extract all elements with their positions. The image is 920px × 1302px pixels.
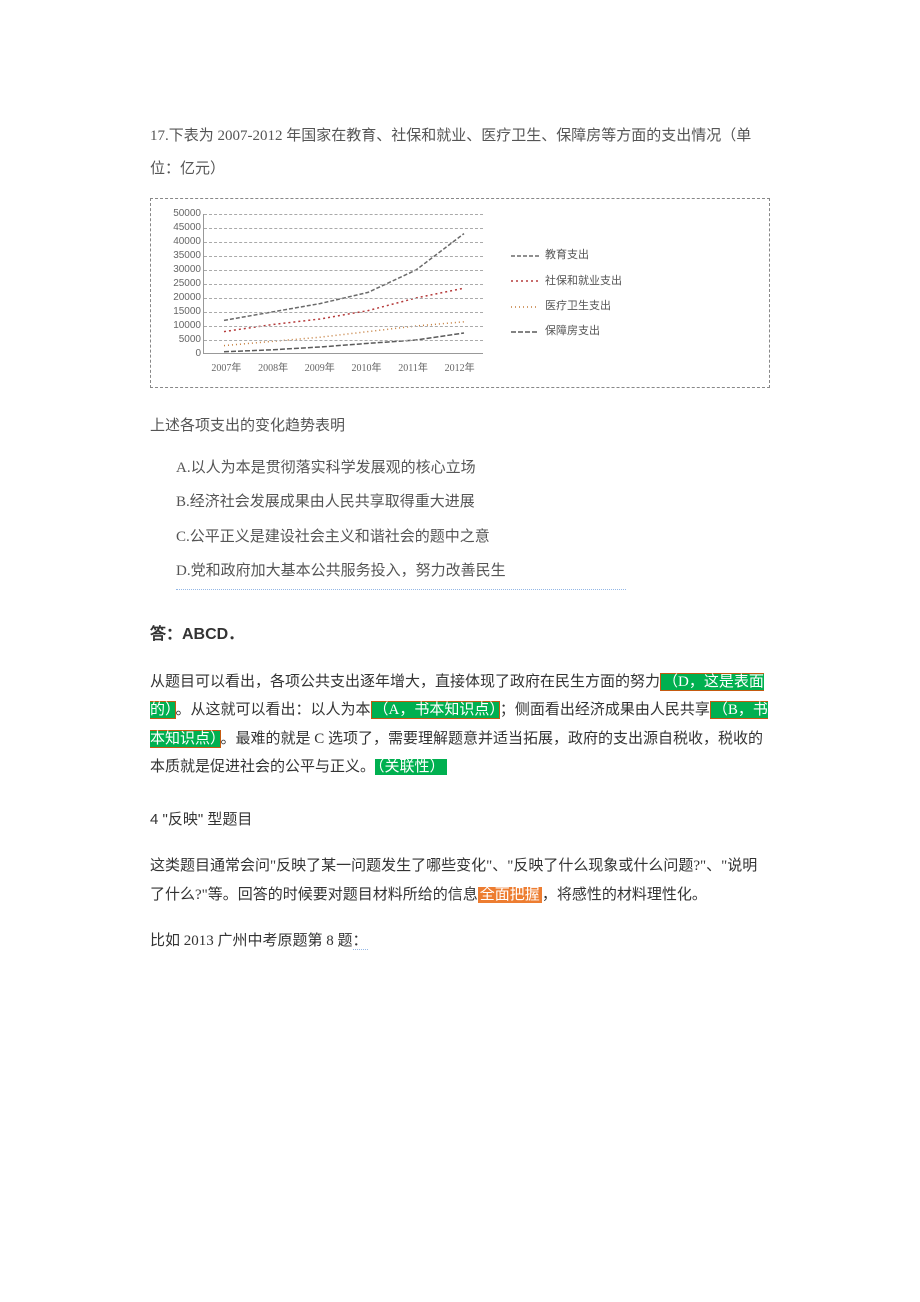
egref-p1: 比如 2013 广州中考原题第 8 题 [150,933,353,949]
ytick: 50000 [163,209,201,219]
exp-p3: ；侧面看出经济成果由人民共享 [500,702,710,718]
question-options: A.以人为本是贯彻落实科学发展观的核心立场 B.经济社会发展成果由人民共享取得重… [150,451,770,590]
exp-p1: 从题目可以看出，各项公共支出逐年增大，直接体现了政府在民生方面的努力 [150,674,660,690]
exp-hA: （A，书本知识点） [371,701,500,719]
ytick: 35000 [163,251,201,261]
ytick: 40000 [163,237,201,247]
egref-colon: ： [353,933,368,950]
option-b: B.经济社会发展成果由人民共享取得重大进展 [176,485,770,520]
legend-label: 教育支出 [545,243,589,268]
section4-paragraph: 这类题目通常会问"反映了某一问题发生了哪些变化"、"反映了什么现象或什么问题?"… [150,852,770,909]
chart-legend: 教育支出社保和就业支出医疗卫生支出保障房支出 [511,243,622,344]
chart-container: 0 5000 10000 15000 20000 25000 30000 35000 40000… [150,198,770,388]
legend-item: 医疗卫生支出 [511,294,622,319]
example-reference: 比如 2013 广州中考原题第 8 题： [150,927,770,956]
legend-label: 医疗卫生支出 [545,294,611,319]
answer-header: 答：ABCD． [150,620,770,650]
legend-item: 社保和就业支出 [511,269,622,294]
ytick: 10000 [163,321,201,331]
xtick: 2011年 [398,359,428,378]
ytick: 5000 [163,335,201,345]
question-subtext: 上述各项支出的变化趋势表明 [150,412,770,441]
answer-explanation: 从题目可以看出，各项公共支出逐年增大，直接体现了政府在民生方面的努力（D，这是表… [150,668,770,782]
legend-label: 社保和就业支出 [545,269,622,294]
ytick: 45000 [163,223,201,233]
series-line [224,234,464,321]
ytick: 0 [163,349,201,359]
exp-p2: 。从这就可以看出：以人为本 [176,702,371,718]
section4-title: 4 "反映" 型题目 [150,806,770,835]
chart-plot: 0 5000 10000 15000 20000 25000 30000 35000 40000… [163,209,493,379]
exp-p4: 。最难的就是 C 选项了，需要理解题意并适当拓展，政府的支出源自税收，税收的本质… [150,731,763,776]
ytick: 20000 [163,293,201,303]
xtick: 2007年 [211,359,241,378]
xtick: 2010年 [352,359,382,378]
sec4-p2: ，将感性的材料理性化。 [542,887,707,903]
exp-hRel: （关联性） [375,759,447,775]
ytick: 15000 [163,307,201,317]
xtick: 2009年 [305,359,335,378]
legend-label: 保障房支出 [545,319,600,344]
question-intro-line1: 17.下表为 2007-2012 年国家在教育、社保和就业、医疗卫生、保障房等方… [150,120,770,153]
option-a: A.以人为本是贯彻落实科学发展观的核心立场 [176,451,770,486]
option-d: D.党和政府加大基本公共服务投入，努力改善民生 [176,554,626,590]
option-c: C.公平正义是建设社会主义和谐社会的题中之意 [176,520,770,555]
ytick: 30000 [163,265,201,275]
ytick: 25000 [163,279,201,289]
sec4-hFull: 全面把握 [478,887,542,903]
question-intro-line2: 位：亿元） [150,153,770,186]
legend-item: 保障房支出 [511,319,622,344]
xtick: 2008年 [258,359,288,378]
legend-item: 教育支出 [511,243,622,268]
xtick: 2012年 [445,359,475,378]
